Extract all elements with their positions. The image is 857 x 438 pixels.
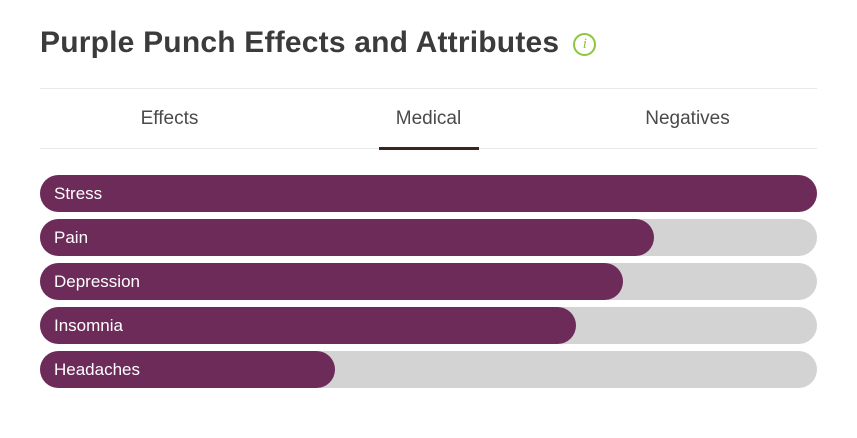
tab-label: Negatives	[645, 108, 730, 129]
tab-label: Medical	[395, 108, 462, 129]
bar-row-stress: Stress	[40, 175, 817, 212]
tab-negatives[interactable]: Negatives	[558, 89, 817, 148]
bar-label: Stress	[54, 183, 103, 203]
tab-medical[interactable]: Medical	[299, 89, 558, 148]
bar-label: Headaches	[54, 359, 141, 379]
bar-label: Depression	[54, 271, 140, 291]
tab-label: Effects	[140, 108, 199, 129]
info-icon[interactable]: i	[573, 32, 597, 56]
bar-chart: Stress Pain Depression Insomnia Headaches	[40, 175, 817, 388]
bar-fill-depression: Depression	[40, 263, 623, 300]
page-title: Purple Punch Effects and Attributes	[40, 26, 560, 59]
bar-fill-stress: Stress	[40, 175, 817, 212]
bar-row-depression: Depression	[40, 263, 817, 300]
tabs: Effects Medical Negatives	[40, 88, 817, 149]
bar-row-pain: Pain	[40, 219, 817, 256]
bar-fill-pain: Pain	[40, 219, 654, 256]
bar-row-headaches: Headaches	[40, 351, 817, 388]
bar-label: Pain	[54, 227, 89, 247]
title-row: Purple Punch Effects and Attributes i	[40, 0, 817, 60]
bar-fill-headaches: Headaches	[40, 351, 336, 388]
bar-fill-insomnia: Insomnia	[40, 307, 577, 344]
bar-row-insomnia: Insomnia	[40, 307, 817, 344]
bar-label: Insomnia	[54, 315, 123, 335]
effects-attributes-panel: Purple Punch Effects and Attributes i Ef…	[0, 0, 857, 388]
tab-effects[interactable]: Effects	[40, 89, 299, 148]
